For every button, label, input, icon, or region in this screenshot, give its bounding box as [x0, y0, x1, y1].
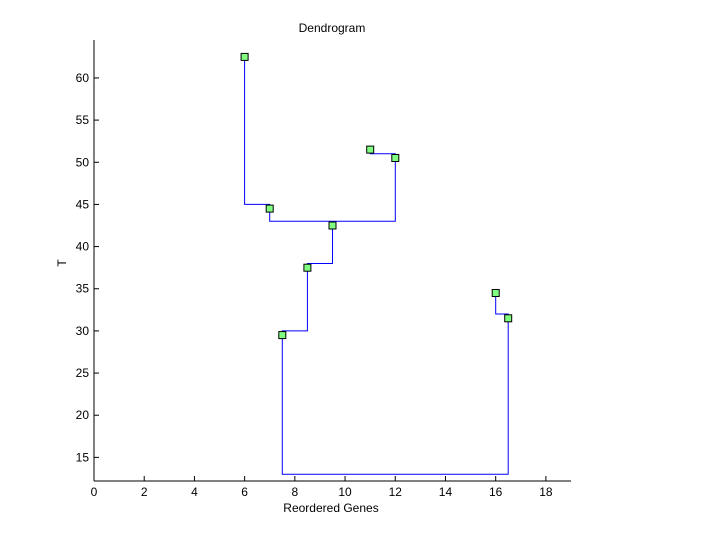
- x-tick-label: 2: [141, 485, 148, 499]
- y-tick-label: 35: [76, 282, 90, 296]
- node-marker: [303, 263, 312, 272]
- node-marker: [265, 204, 274, 213]
- node-marker: [366, 145, 375, 154]
- node-marker: [328, 221, 337, 230]
- x-tick-label: 18: [539, 485, 553, 499]
- y-tick-label: 30: [76, 324, 90, 338]
- dendrogram-link: [244, 56, 271, 209]
- x-tick-label: 0: [91, 485, 98, 499]
- dendrogram-link: [281, 267, 308, 336]
- node-marker: [504, 314, 513, 323]
- dendrogram-links: [244, 56, 509, 475]
- x-tick-label: 14: [439, 485, 453, 499]
- dendrogram-link: [269, 158, 396, 222]
- y-tick-label: 45: [76, 197, 90, 211]
- x-tick-label: 8: [291, 485, 298, 499]
- x-tick-label: 12: [389, 485, 403, 499]
- y-tick-label: 50: [76, 155, 90, 169]
- y-tick-label: 20: [76, 408, 90, 422]
- y-tick-label: 15: [76, 450, 90, 464]
- y-tick-label: 25: [76, 366, 90, 380]
- x-tick-label: 10: [338, 485, 352, 499]
- x-tick-label: 6: [241, 485, 248, 499]
- y-axis-label: T: [55, 259, 69, 267]
- node-marker: [240, 52, 249, 61]
- dendrogram-link: [281, 318, 509, 475]
- node-marker: [491, 289, 500, 297]
- chart-title: Dendrogram: [299, 21, 366, 35]
- x-tick-label: 16: [489, 485, 503, 499]
- x-tick-label: 4: [191, 485, 198, 499]
- y-tick-label: 40: [76, 240, 90, 254]
- node-marker: [391, 154, 400, 162]
- node-marker: [278, 331, 287, 340]
- x-axis-label: Reordered Genes: [283, 501, 378, 515]
- y-tick-label: 60: [76, 71, 90, 85]
- y-tick-label: 55: [76, 113, 90, 127]
- dendrogram-nodes: [240, 52, 513, 340]
- axis-ticks: 0 2 4 6 8 10 12 14 16 18 15 20 25 30 35 40 45 50 55 60: [76, 71, 553, 499]
